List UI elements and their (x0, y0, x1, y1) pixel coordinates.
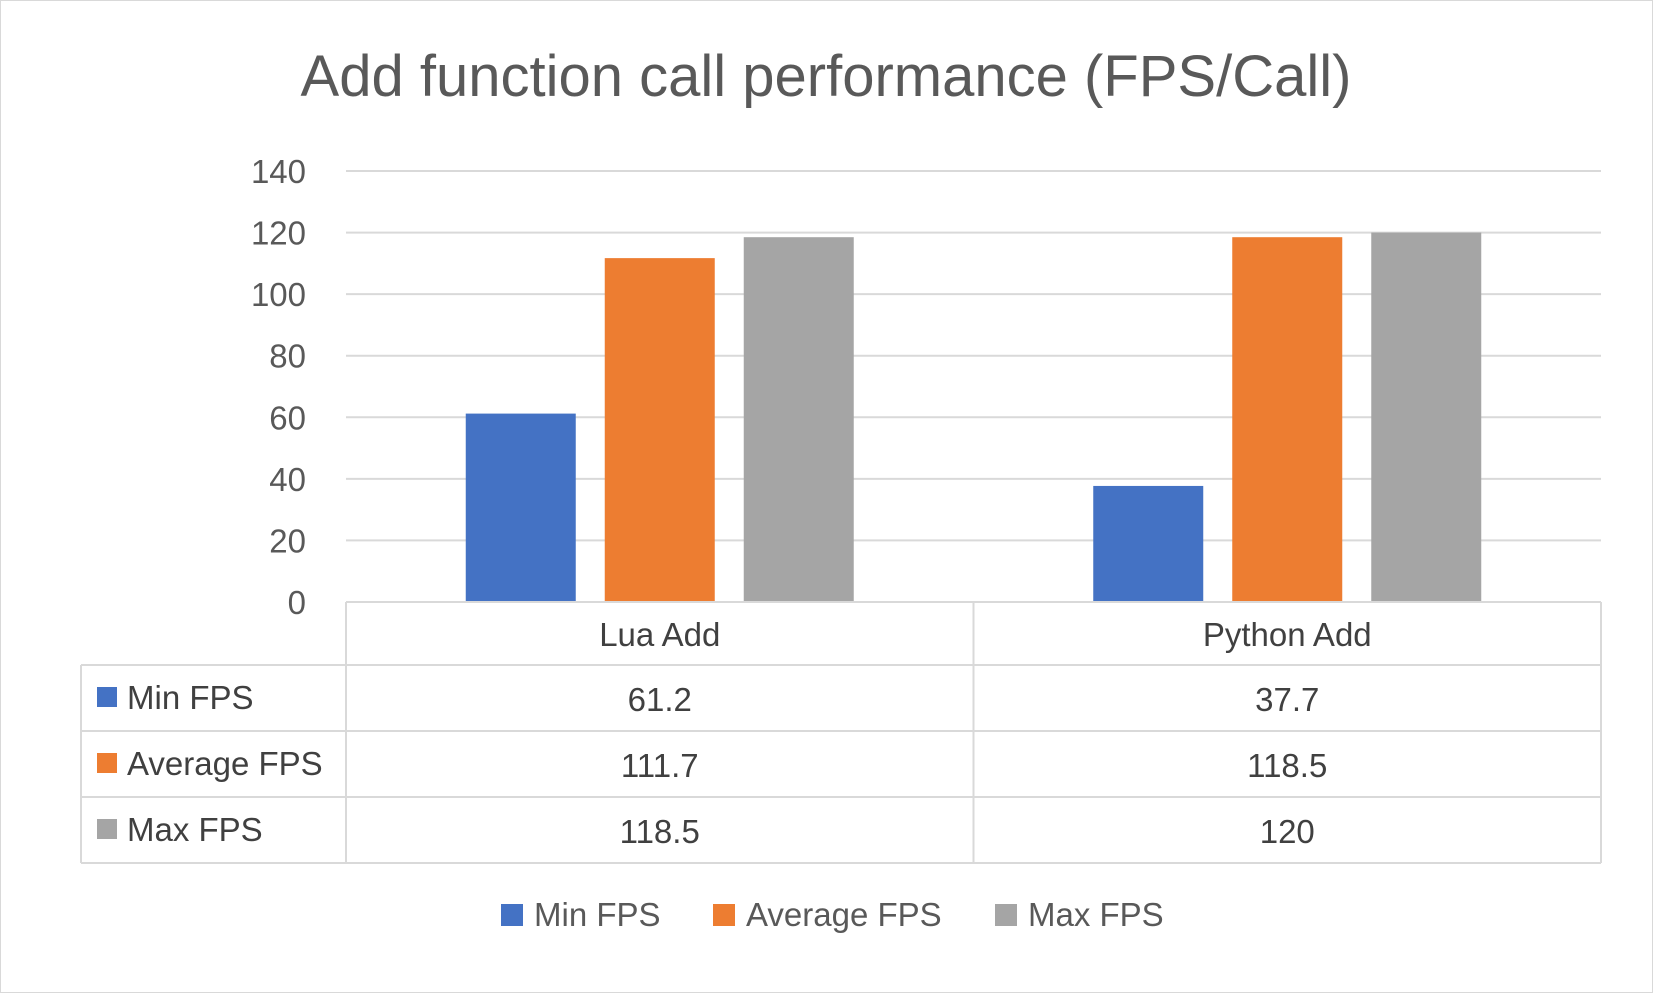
legend-label: Min FPS (534, 896, 661, 933)
table-row-label: Min FPS (127, 679, 254, 716)
legend-label: Average FPS (746, 896, 942, 933)
category-label: Python Add (1203, 616, 1372, 653)
table-legend-key (97, 753, 117, 773)
table-cell-value: 111.7 (621, 747, 699, 784)
bar-max-fps (743, 237, 854, 603)
bar-average-fps (1232, 237, 1343, 603)
bar-max-fps (1371, 232, 1482, 603)
table-legend-key (97, 687, 117, 707)
table-cell-value: 61.2 (628, 681, 692, 718)
y-tick-label: 140 (251, 153, 306, 190)
category-label: Lua Add (599, 616, 720, 653)
table-cell-value: 118.5 (620, 813, 700, 850)
y-tick-label: 0 (288, 584, 306, 621)
legend: Min FPS Average FPS Max FPS (501, 896, 1164, 933)
legend-label: Max FPS (1028, 896, 1164, 933)
bar-min-fps (1093, 485, 1204, 602)
legend-swatch (501, 904, 523, 926)
y-tick-label: 100 (251, 276, 306, 313)
table-row-label: Average FPS (127, 745, 323, 782)
bar-min-fps (465, 413, 576, 602)
table-row-label: Max FPS (127, 811, 263, 848)
table-cell-value: 37.7 (1255, 681, 1319, 718)
chart-title: Add function call performance (FPS/Call) (301, 44, 1352, 109)
bar-average-fps (604, 258, 715, 602)
table-cell-value: 120 (1260, 813, 1315, 850)
legend-swatch (995, 904, 1017, 926)
y-tick-label: 20 (269, 522, 306, 559)
y-tick-label: 120 (251, 215, 306, 252)
legend-swatch (713, 904, 735, 926)
table-legend-key (97, 819, 117, 839)
y-axis-tick-labels: 0 20 40 60 80 100 120 140 (251, 153, 306, 621)
data-table: Lua Add Python Add Min FPS 61.2 37.7 Average … (80, 601, 1602, 864)
bars (465, 232, 1482, 603)
y-tick-label: 60 (269, 399, 306, 436)
table-cell-value: 118.5 (1247, 747, 1327, 784)
y-tick-label: 80 (269, 338, 306, 375)
y-tick-label: 40 (269, 461, 306, 498)
